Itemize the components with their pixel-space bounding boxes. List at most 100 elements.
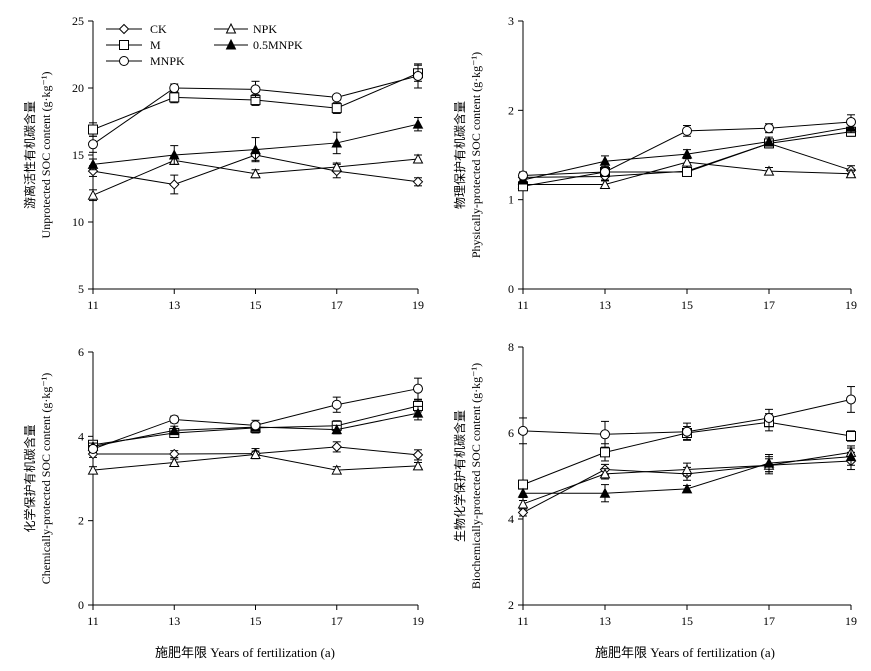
data-point xyxy=(169,179,180,190)
data-point xyxy=(412,407,424,418)
x-axis-label-right: 施肥年限 Years of fertilization (a) xyxy=(595,645,775,660)
data-point xyxy=(169,414,180,425)
legend-label-m: M xyxy=(150,38,161,52)
series-05mnpk xyxy=(517,447,857,503)
data-point xyxy=(681,156,693,167)
series-mnpk xyxy=(518,386,856,448)
series-mnpk xyxy=(518,114,856,181)
data-point xyxy=(250,448,261,459)
data-point xyxy=(763,165,775,176)
data-point xyxy=(599,178,611,189)
x-tick-label: 15 xyxy=(250,298,262,312)
data-point xyxy=(412,460,424,471)
x-axis-label-left: 施肥年限 Years of fertilization (a) xyxy=(155,645,335,660)
series-m xyxy=(88,64,423,137)
legend-label-05mnpk: 0.5MNPK xyxy=(253,38,303,52)
data-point xyxy=(681,148,693,159)
y-tick-label: 4 xyxy=(508,512,514,526)
y-axis-label-cn: 化学保护有机碳含量 xyxy=(22,424,37,532)
x-tick-label: 11 xyxy=(517,298,529,312)
data-point xyxy=(331,399,342,410)
data-point xyxy=(845,451,857,462)
series-line xyxy=(92,388,419,450)
x-tick-label: 13 xyxy=(168,298,180,312)
data-point xyxy=(518,425,528,436)
y-tick-label: 2 xyxy=(508,103,514,117)
y-tick-label: 8 xyxy=(508,340,514,354)
y-tick-label: 1 xyxy=(508,193,514,207)
data-point xyxy=(845,168,857,179)
data-point xyxy=(168,456,180,467)
legend-item-mnpk: MNPK xyxy=(106,54,185,68)
y-axis-label-en: Chemically-protected SOC content (g·kg⁻¹… xyxy=(39,373,53,585)
data-point xyxy=(412,118,424,129)
data-point xyxy=(169,83,180,93)
data-point xyxy=(599,468,611,479)
chart-panel-4: 2 4 6 8 11 13 15 17 19 生物化学保护有机碳含量 Biochemically-p… xyxy=(452,340,857,628)
data-point xyxy=(599,155,611,166)
y-tick-label: 6 xyxy=(78,345,84,359)
series-mnpk xyxy=(88,63,423,153)
x-tick-label: 13 xyxy=(168,614,180,628)
y-tick-label: 10 xyxy=(72,215,84,229)
data-point xyxy=(87,189,99,200)
legend-item-ck: CK xyxy=(106,22,167,36)
chart-panel-2: 0 1 2 3 11 13 15 17 19 物理保护有机碳含量 Physically-protec… xyxy=(452,14,857,312)
data-point xyxy=(517,487,529,498)
x-tick-label: 15 xyxy=(681,614,693,628)
y-axis-label-en: Unprotected SOC content (g·kg⁻¹) xyxy=(39,72,53,239)
data-point xyxy=(331,161,343,172)
y-tick-label: 20 xyxy=(72,81,84,95)
x-tick-label: 11 xyxy=(517,614,529,628)
data-point xyxy=(518,170,528,181)
x-tick-label: 17 xyxy=(331,298,343,312)
data-point xyxy=(763,136,775,147)
x-tick-label: 17 xyxy=(763,298,775,312)
data-point xyxy=(682,125,692,136)
data-point xyxy=(517,498,529,509)
legend-item-m: M xyxy=(106,38,161,52)
y-axis-label-cn: 游离活性有机碳含量 xyxy=(22,101,37,209)
data-point xyxy=(331,103,342,114)
data-point xyxy=(412,176,424,188)
y-axis-label-en: Physically-protected SOC content (g·kg⁻¹… xyxy=(469,52,483,258)
y-axis-label-cn: 生物化学保护有机碳含量 xyxy=(452,410,467,542)
y-tick-label: 0 xyxy=(508,282,514,296)
y-axis-label-en: Biochemically-protected SOC content (g·k… xyxy=(469,363,483,589)
data-point xyxy=(168,424,180,435)
y-tick-label: 3 xyxy=(508,14,514,28)
data-point xyxy=(87,158,99,169)
data-point xyxy=(331,441,342,453)
legend-item-npk: NPK xyxy=(214,22,277,36)
x-tick-label: 19 xyxy=(845,298,857,312)
data-point xyxy=(88,443,98,454)
data-point xyxy=(412,449,424,461)
y-tick-label: 15 xyxy=(72,148,84,162)
x-tick-label: 15 xyxy=(250,614,262,628)
data-point xyxy=(331,464,343,475)
data-point xyxy=(681,483,693,494)
y-axis-label-cn: 物理保护有机碳含量 xyxy=(452,101,467,209)
y-tick-label: 25 xyxy=(72,14,84,28)
data-point xyxy=(600,447,610,458)
x-tick-label: 13 xyxy=(599,298,611,312)
y-tick-label: 4 xyxy=(78,429,84,443)
y-tick-label: 6 xyxy=(508,426,514,440)
y-tick-label: 2 xyxy=(508,598,514,612)
chart-panel-3: 0 2 4 6 11 13 15 17 19 化学保护有机碳含量 Chemically-protec… xyxy=(22,345,424,628)
y-tick-label: 0 xyxy=(78,598,84,612)
legend-label-npk: NPK xyxy=(253,22,277,36)
x-tick-label: 15 xyxy=(681,298,693,312)
x-tick-label: 11 xyxy=(87,614,99,628)
data-point xyxy=(682,166,692,177)
data-point xyxy=(600,429,610,440)
data-point xyxy=(600,166,610,177)
legend-label-mnpk: MNPK xyxy=(150,54,185,68)
data-point xyxy=(846,116,856,127)
data-point xyxy=(764,123,774,134)
legend-label-ck: CK xyxy=(150,22,167,36)
data-point xyxy=(682,426,692,437)
data-point xyxy=(250,84,261,95)
x-tick-label: 17 xyxy=(331,614,343,628)
